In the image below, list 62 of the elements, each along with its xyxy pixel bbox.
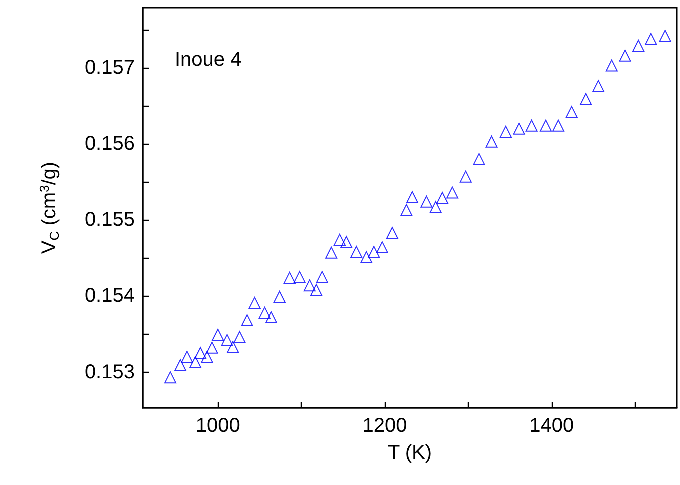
point [227,341,240,354]
point [304,280,316,292]
y-tick-label: 0.157 [84,57,135,80]
point [174,359,187,372]
point [258,306,271,319]
y-tick-label: 0.153 [84,361,135,384]
annotation: Inoue 4 [175,49,242,71]
point [580,93,592,106]
point [659,30,672,42]
point [234,331,246,344]
x-tick-label: 1200 [362,415,408,437]
point [360,251,373,264]
point [284,272,296,284]
point [513,122,526,135]
x-tick-label: 1000 [196,415,240,437]
point [316,271,328,284]
point [645,33,658,46]
point [446,186,459,199]
point [248,297,261,310]
point [606,60,618,72]
point [164,372,177,384]
point [526,120,538,132]
x-tick-label: 1400 [530,415,574,437]
point [212,328,224,341]
point [194,347,207,360]
point [221,334,234,346]
point [430,201,442,214]
point [274,290,286,303]
point [406,191,419,204]
point [566,106,578,118]
point [486,136,498,148]
x-axis-title: T (K) [388,442,432,464]
point [201,351,214,364]
point [420,196,433,208]
point [619,50,632,62]
point [206,342,218,354]
point [350,246,363,258]
point [376,242,388,254]
point [632,40,645,52]
y-tick-label: 0.154 [84,285,135,308]
point [386,227,398,240]
point [436,192,449,204]
point [326,246,338,259]
point [460,170,472,183]
y-axis-title: VC (cm3/g) [37,162,62,254]
y-tick-label: 0.155 [84,209,135,232]
point [540,120,552,132]
point [190,356,202,368]
point [340,236,353,248]
point [181,351,194,364]
point [500,126,512,138]
point [592,80,605,92]
point [310,284,323,296]
point [368,246,380,258]
point [241,314,254,327]
point [265,312,278,324]
y-tick-label: 0.156 [84,133,135,156]
point [552,120,565,132]
point [400,204,413,216]
point [334,234,346,246]
point [473,153,486,166]
point [294,271,306,284]
